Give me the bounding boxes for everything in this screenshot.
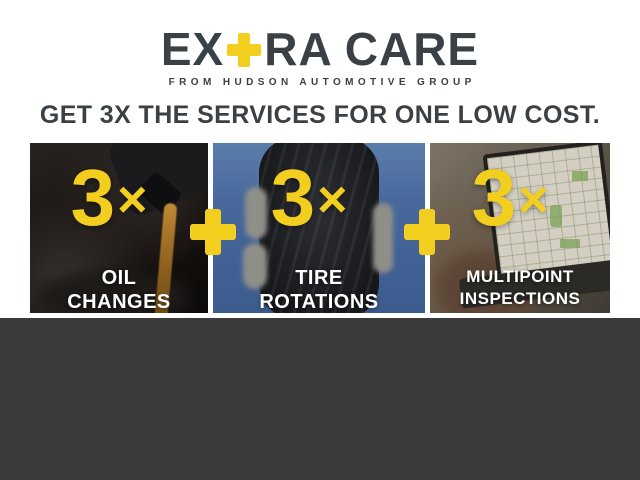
tire-art bbox=[259, 143, 379, 313]
screen-cell-art bbox=[572, 171, 588, 181]
brand-tagline: FROM HUDSON AUTOMOTIVE GROUP bbox=[168, 77, 476, 88]
screen-cell-art bbox=[550, 205, 562, 227]
panel-tire-rotations: 3× TIRE ROTATIONS bbox=[213, 143, 425, 313]
glove-art bbox=[245, 187, 267, 239]
panel-oil-text: 3× OIL CHANGES bbox=[30, 143, 208, 314]
headline: GET 3X THE SERVICES FOR ONE LOW COST. bbox=[39, 101, 601, 129]
plus-icon bbox=[404, 209, 450, 255]
brand-logo: EX RA CARE bbox=[0, 24, 640, 74]
oil-multiplier: 3× bbox=[70, 153, 148, 242]
tire-multiplier: 3× bbox=[270, 153, 348, 242]
price-band: $359.95VALUE FOR ONLY $299! * *Excludes … bbox=[0, 318, 640, 480]
plus-icon bbox=[190, 209, 236, 255]
tire-label: TIRE ROTATIONS bbox=[259, 267, 379, 313]
panel-inspection-text: 3× MULTIPOINT INSPECTIONS bbox=[430, 143, 610, 313]
logo-plus-icon bbox=[227, 33, 262, 67]
panel-tire-text: 3× TIRE ROTATIONS bbox=[213, 143, 425, 314]
inspection-multiplier: 3× bbox=[471, 153, 549, 242]
screen-cell-art bbox=[560, 239, 580, 248]
logo-word-start: EX bbox=[160, 23, 225, 75]
inspection-label: MULTIPOINT INSPECTIONS bbox=[459, 267, 581, 308]
panel-multipoint-inspections: 3× MULTIPOINT INSPECTIONS bbox=[430, 143, 610, 313]
glove-art bbox=[373, 203, 393, 273]
service-panels: 3× OIL CHANGES 3× TIRE ROTATIONS bbox=[30, 143, 610, 313]
panel-oil-changes: 3× OIL CHANGES bbox=[30, 143, 208, 313]
oil-label: OIL CHANGES bbox=[67, 267, 171, 313]
glove-art bbox=[243, 243, 267, 289]
logo-word-end: RA CARE bbox=[264, 23, 480, 75]
